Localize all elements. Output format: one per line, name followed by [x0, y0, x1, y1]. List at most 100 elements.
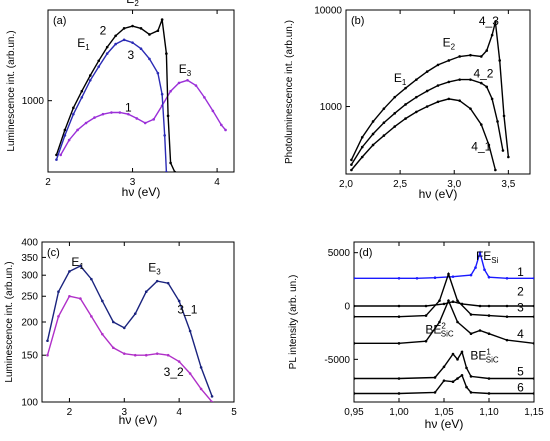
x-tick-label: 1,05: [434, 407, 454, 418]
series-group: [354, 250, 534, 395]
annotation: 2: [100, 23, 107, 37]
data-point: [101, 112, 105, 116]
data-point: [505, 304, 509, 308]
data-point: [458, 99, 461, 102]
data-point: [460, 350, 464, 354]
data-point: [122, 27, 126, 30]
data-point: [143, 121, 147, 125]
data-point: [354, 315, 356, 318]
annotation: 4_3: [479, 14, 499, 28]
x-tick-label: 2,0: [339, 179, 353, 190]
data-point: [460, 374, 464, 377]
data-point: [93, 116, 96, 119]
data-point: [354, 392, 356, 395]
data-point: [63, 128, 67, 132]
data-point: [479, 55, 483, 58]
data-point: [393, 112, 397, 115]
data-point: [415, 276, 419, 280]
data-point: [397, 392, 401, 395]
data-point: [101, 299, 104, 303]
annotation: 3: [128, 48, 135, 62]
data-point: [447, 97, 451, 101]
data-point: [177, 299, 181, 303]
data-point: [485, 85, 489, 89]
data-point: [350, 163, 353, 166]
data-point: [382, 107, 386, 110]
data-point: [532, 392, 534, 395]
data-point: [382, 121, 386, 124]
data-point: [397, 342, 401, 345]
y-tick-label: 150: [21, 351, 38, 362]
panel-4: 0,95 1,00 1,05 1,10 1,15 -5000 0 5000 hν (eV) PL …: [288, 241, 544, 431]
data-point: [424, 304, 428, 308]
y-axis-label: Photoluminescence int. (arb.un.): [284, 20, 295, 164]
plot-frame: [345, 9, 531, 175]
y-tick-label: 10000: [314, 6, 342, 17]
data-point: [63, 134, 67, 137]
data-point: [350, 168, 353, 172]
series-line-3: [55, 39, 168, 172]
data-point: [433, 376, 437, 379]
data-point: [404, 86, 407, 90]
data-point: [496, 120, 499, 123]
data-point: [188, 329, 192, 333]
data-point: [211, 109, 215, 113]
data-point: [210, 395, 214, 398]
data-point: [479, 123, 483, 126]
data-point: [532, 315, 534, 318]
data-point: [354, 377, 356, 380]
data-point: [112, 346, 115, 350]
data-point: [447, 299, 450, 302]
data-point: [57, 290, 60, 294]
annotation: E3: [179, 62, 192, 78]
data-point: [469, 78, 472, 81]
x-tick-label: 5: [231, 407, 237, 418]
panel-2: 2,0 2,5 3,0 3,5 1000 10000 hν (eV) Photolumines…: [284, 6, 531, 201]
annotation: 3_2: [164, 365, 184, 379]
series-line-1: [354, 250, 534, 279]
annotation: 6: [517, 380, 524, 394]
annotation: 2: [517, 284, 524, 298]
y-tick-label: 1000: [320, 102, 343, 113]
annotation: E1: [77, 36, 90, 52]
y-axis-label: Luminescence int. (arb.un.): [4, 261, 15, 382]
data-point: [67, 138, 71, 142]
data-point: [177, 360, 181, 363]
annotation: 3_1: [177, 303, 197, 317]
annotation: 5: [517, 364, 524, 378]
annotation: 1: [125, 101, 132, 115]
data-point: [360, 155, 364, 159]
data-point: [442, 302, 446, 306]
data-point: [84, 121, 88, 125]
data-point: [371, 132, 375, 136]
x-tick-label: 4: [214, 177, 220, 188]
data-point: [479, 81, 483, 85]
y-tick-label: 400: [21, 238, 38, 249]
x-tick-label: 0,95: [344, 407, 364, 418]
annotation: E3: [148, 260, 161, 276]
panel-label: (c): [47, 247, 60, 259]
annotation: 4_1: [471, 140, 491, 154]
y-tick-label: 0: [344, 302, 350, 313]
data-point: [490, 97, 494, 101]
data-point: [433, 391, 437, 394]
data-point: [97, 65, 101, 68]
data-point: [46, 353, 49, 357]
data-point: [397, 377, 401, 380]
data-point: [101, 332, 104, 336]
data-point: [133, 312, 137, 315]
y-tick-label: 250: [21, 292, 38, 303]
data-point: [436, 63, 440, 67]
data-point: [487, 377, 491, 380]
x-axis-label: hν (eV): [425, 417, 464, 431]
data-point: [485, 49, 489, 52]
series-group: [350, 20, 510, 172]
data-point: [442, 379, 446, 382]
x-axis-label: hν (eV): [119, 413, 158, 427]
data-point: [425, 105, 429, 108]
data-point: [105, 52, 109, 55]
data-point: [415, 95, 418, 99]
panel-label: (d): [359, 247, 372, 259]
data-point: [465, 366, 468, 370]
data-point: [88, 74, 92, 77]
